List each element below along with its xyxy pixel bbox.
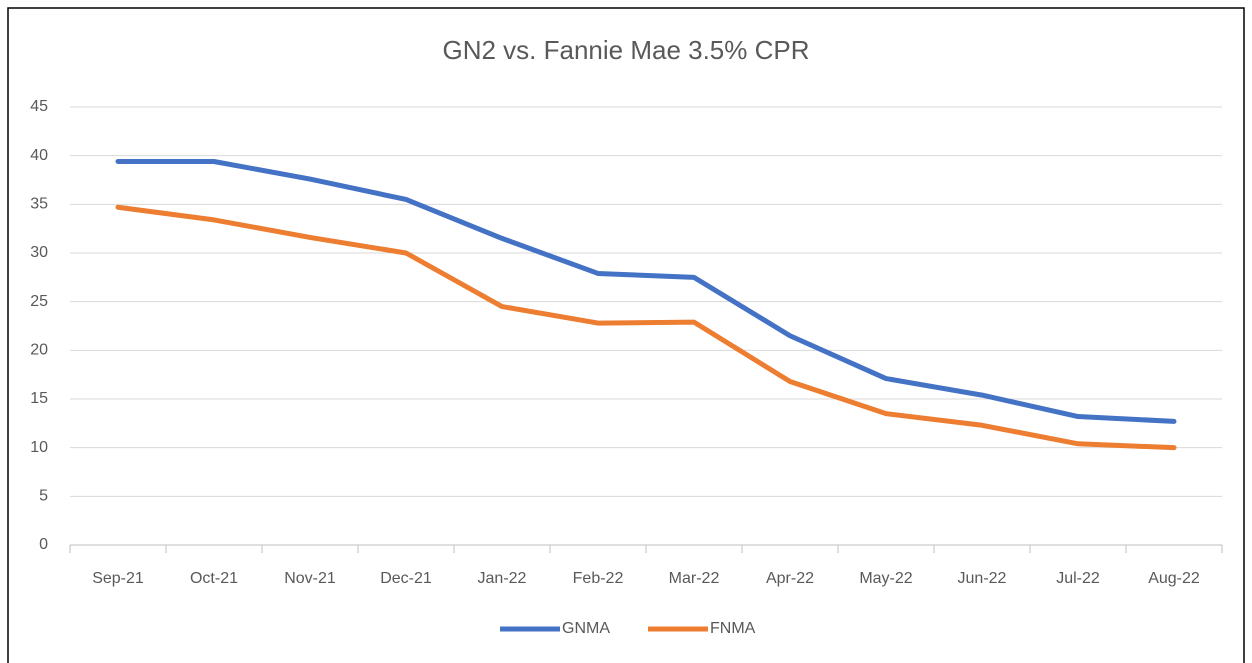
x-tick-label: Jan-22	[478, 570, 527, 587]
y-tick-label: 20	[30, 342, 48, 359]
y-tick-label: 35	[30, 196, 48, 213]
x-tick-label: Dec-21	[380, 570, 432, 587]
y-tick-label: 25	[30, 293, 48, 310]
y-tick-label: 15	[30, 390, 48, 407]
y-tick-label: 45	[30, 98, 48, 115]
x-tick-label: Jul-22	[1056, 570, 1100, 587]
x-tick-label: Feb-22	[573, 570, 624, 587]
series-line	[115, 204, 1177, 451]
x-tick-label: Sep-21	[92, 570, 144, 587]
x-tick-label: Mar-22	[669, 570, 720, 587]
x-tick-label: Apr-22	[766, 570, 814, 587]
x-tick-label: Jun-22	[958, 570, 1007, 587]
series-line	[115, 159, 1177, 424]
x-tick-label: Aug-22	[1148, 570, 1200, 587]
y-tick-label: 0	[39, 536, 48, 553]
x-tick-label: Nov-21	[284, 570, 336, 587]
y-tick-label: 30	[30, 244, 48, 261]
y-tick-label: 40	[30, 147, 48, 164]
legend-label: FNMA	[710, 620, 756, 637]
legend-label: GNMA	[562, 620, 610, 637]
x-tick-label: May-22	[859, 570, 912, 587]
x-tick-label: Oct-21	[190, 570, 238, 587]
y-tick-label: 5	[39, 488, 48, 505]
chart-title: GN2 vs. Fannie Mae 3.5% CPR	[442, 35, 809, 65]
chart-border	[7, 7, 1245, 663]
y-tick-label: 10	[30, 439, 48, 456]
